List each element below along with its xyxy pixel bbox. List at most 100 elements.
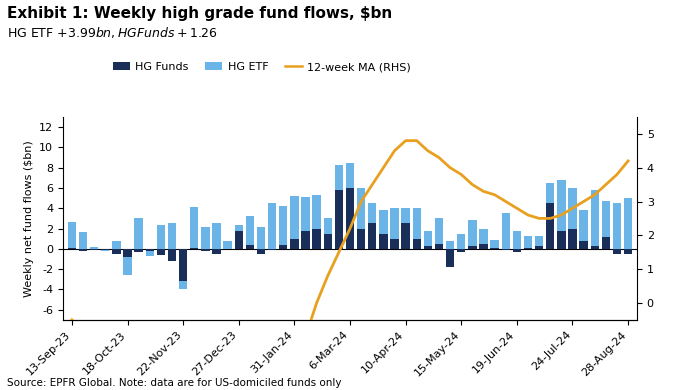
- Bar: [157, 249, 165, 255]
- Bar: [401, 208, 410, 223]
- Legend: HG Funds, HG ETF, 12-week MA (RHS): HG Funds, HG ETF, 12-week MA (RHS): [108, 58, 415, 76]
- Bar: [68, 248, 76, 249]
- Bar: [446, 241, 454, 249]
- Bar: [546, 203, 554, 249]
- Bar: [546, 183, 554, 203]
- Bar: [424, 246, 432, 249]
- Bar: [146, 249, 154, 251]
- Bar: [112, 241, 120, 249]
- Bar: [502, 249, 510, 250]
- Bar: [435, 218, 443, 244]
- Bar: [368, 223, 377, 249]
- Bar: [323, 234, 332, 249]
- Bar: [379, 210, 388, 234]
- Bar: [491, 248, 499, 249]
- Bar: [323, 218, 332, 234]
- Bar: [524, 236, 532, 248]
- Bar: [168, 223, 176, 249]
- Bar: [446, 249, 454, 267]
- Text: Exhibit 1: Weekly high grade fund flows, $bn: Exhibit 1: Weekly high grade fund flows,…: [7, 6, 392, 21]
- Bar: [290, 239, 299, 249]
- Bar: [391, 208, 399, 239]
- Bar: [557, 180, 566, 230]
- Bar: [391, 239, 399, 249]
- Bar: [201, 249, 209, 251]
- Bar: [79, 249, 88, 251]
- Bar: [312, 195, 321, 229]
- Bar: [168, 249, 176, 261]
- Bar: [624, 249, 632, 254]
- Bar: [580, 241, 588, 249]
- Bar: [257, 249, 265, 254]
- Bar: [212, 249, 220, 254]
- Bar: [468, 246, 477, 249]
- Bar: [346, 163, 354, 188]
- Bar: [79, 232, 88, 249]
- Bar: [101, 250, 109, 251]
- Bar: [480, 244, 488, 249]
- Bar: [157, 225, 165, 249]
- Bar: [624, 198, 632, 249]
- Bar: [234, 225, 243, 230]
- Bar: [580, 210, 588, 241]
- Bar: [468, 220, 477, 246]
- Bar: [557, 230, 566, 249]
- Bar: [123, 257, 132, 275]
- Bar: [179, 249, 188, 281]
- Bar: [190, 248, 198, 249]
- Bar: [491, 240, 499, 248]
- Bar: [201, 227, 209, 249]
- Bar: [279, 206, 288, 245]
- Bar: [101, 249, 109, 250]
- Bar: [435, 244, 443, 249]
- Bar: [146, 251, 154, 256]
- Bar: [512, 249, 521, 252]
- Bar: [535, 246, 543, 249]
- Bar: [568, 188, 577, 229]
- Bar: [368, 203, 377, 223]
- Bar: [424, 230, 432, 246]
- Bar: [457, 249, 466, 252]
- Bar: [401, 223, 410, 249]
- Bar: [602, 201, 610, 237]
- Bar: [568, 229, 577, 249]
- Bar: [179, 281, 188, 289]
- Bar: [357, 229, 365, 249]
- Bar: [612, 249, 621, 254]
- Bar: [312, 229, 321, 249]
- Bar: [591, 246, 599, 249]
- Bar: [68, 222, 76, 248]
- Bar: [257, 227, 265, 249]
- Bar: [190, 207, 198, 248]
- Bar: [268, 203, 277, 249]
- Text: HG ETF +$3.99bn, HG Funds +$1.26: HG ETF +$3.99bn, HG Funds +$1.26: [7, 25, 218, 40]
- Bar: [290, 196, 299, 239]
- Bar: [212, 223, 220, 249]
- Bar: [279, 245, 288, 249]
- Bar: [502, 213, 510, 249]
- Bar: [134, 249, 143, 252]
- Bar: [512, 230, 521, 249]
- Bar: [379, 234, 388, 249]
- Bar: [335, 165, 343, 190]
- Bar: [602, 237, 610, 249]
- Text: Source: EPFR Global. Note: data are for US-domiciled funds only: Source: EPFR Global. Note: data are for …: [7, 378, 342, 388]
- Bar: [480, 229, 488, 244]
- Bar: [123, 249, 132, 257]
- Bar: [90, 247, 98, 249]
- Bar: [112, 249, 120, 254]
- Bar: [90, 249, 98, 250]
- Bar: [346, 188, 354, 249]
- Bar: [535, 236, 543, 246]
- Bar: [246, 216, 254, 245]
- Bar: [524, 248, 532, 249]
- Bar: [412, 208, 421, 239]
- Y-axis label: Weekly net fund flows ($bn): Weekly net fund flows ($bn): [24, 140, 34, 297]
- Bar: [457, 234, 466, 249]
- Bar: [268, 249, 277, 250]
- Bar: [335, 190, 343, 249]
- Bar: [357, 188, 365, 229]
- Bar: [246, 245, 254, 249]
- Bar: [223, 241, 232, 249]
- Bar: [301, 230, 309, 249]
